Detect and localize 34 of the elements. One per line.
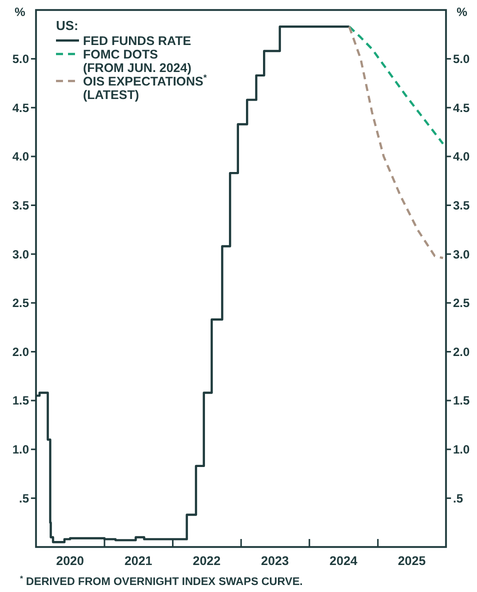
x-tick-label: 2023 — [261, 554, 289, 568]
y-tick-label: 3.5 — [12, 198, 30, 212]
y-tick-label: 5.0 — [12, 52, 30, 66]
x-tick-label: 2020 — [56, 554, 84, 568]
y2-tick-label: .5 — [453, 491, 464, 506]
y-tick-label: .5 — [18, 491, 30, 506]
y-tick-label: 1.5 — [12, 394, 30, 408]
y-tick-label: 3.0 — [12, 247, 30, 262]
y2-tick-label: 3.5 — [453, 198, 470, 212]
x-tick-label: 2025 — [398, 554, 426, 568]
line-series — [348, 26, 444, 260]
y2-tick-label: 2.0 — [453, 344, 470, 359]
y2-tick-label: 1.5 — [453, 394, 470, 408]
text: $^{*}$ DERIVED FROM OVERNIGHT INDEX SWAPS CURVE. — [20, 574, 303, 588]
y-tick-label: 1.0 — [12, 442, 30, 457]
y2-tick-label: 5.0 — [453, 52, 470, 66]
y-axis-title: % — [14, 5, 26, 19]
x-tick-label: 2021 — [124, 554, 152, 568]
y2-tick-label: 2.5 — [453, 296, 470, 310]
x-tick-label: 2024 — [330, 554, 358, 568]
legend-label: FOMC DOTS (FROM JUN. 2024) — [83, 48, 192, 75]
y2-tick-label: 1.0 — [453, 442, 470, 457]
legend-title: US: — [56, 18, 78, 33]
y-tick-label: 4.0 — [12, 150, 30, 164]
y2-tick-label: 4.0 — [453, 150, 470, 164]
x-tick-label: 2022 — [192, 554, 221, 568]
y2-axis-title: % — [456, 5, 468, 19]
line-series — [348, 26, 444, 145]
y2-tick-label: 4.5 — [453, 100, 470, 115]
y-tick-label: 4.5 — [12, 100, 30, 115]
y2-tick-label: 3.0 — [453, 247, 470, 262]
y-tick-label: 2.0 — [12, 344, 30, 359]
y-tick-label: 2.5 — [12, 296, 30, 310]
legend-label: FED FUNDS RATE — [83, 34, 192, 48]
